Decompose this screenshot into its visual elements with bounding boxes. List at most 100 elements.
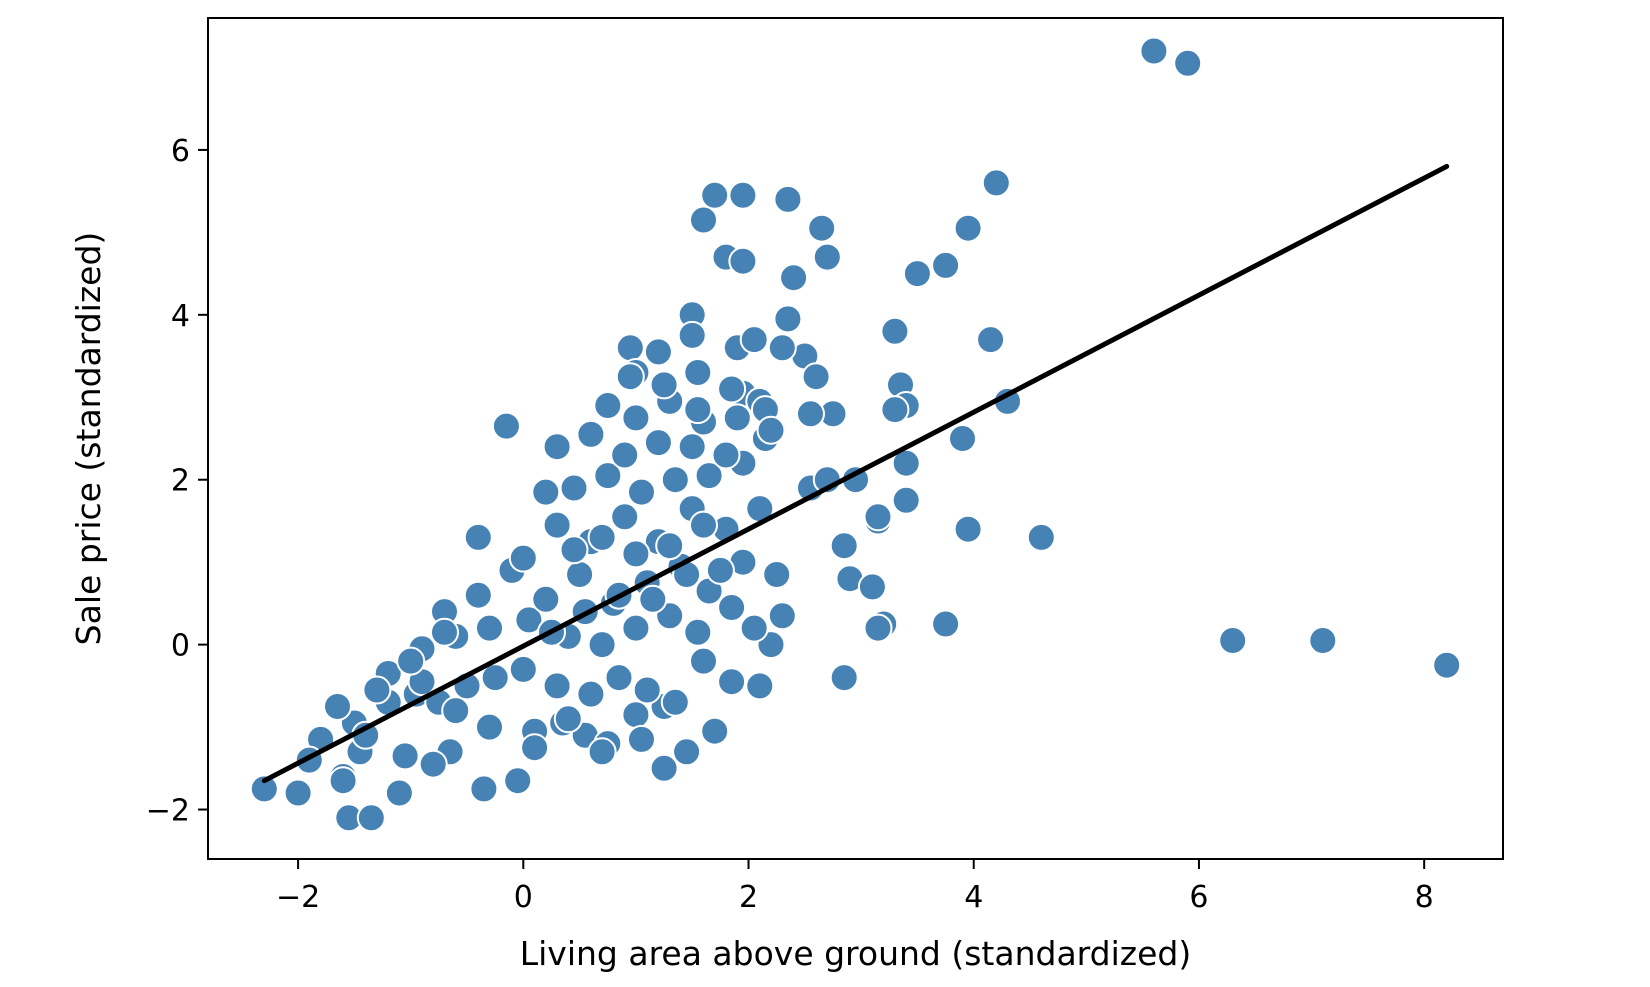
data-point (520, 733, 550, 763)
data-point (576, 679, 606, 709)
data-point (728, 180, 758, 210)
data-point (745, 671, 775, 701)
data-point (1173, 48, 1203, 78)
points-layer (249, 36, 1462, 833)
data-point (559, 473, 589, 503)
data-point (1432, 650, 1462, 680)
data-point (565, 560, 595, 589)
data-point (891, 485, 921, 515)
data-point (328, 766, 358, 796)
data-point (948, 424, 977, 453)
data-point (863, 613, 893, 643)
data-point (739, 613, 769, 643)
data-point (779, 263, 809, 293)
data-point (655, 531, 685, 561)
y-axis-label: Sale price (standardized) (69, 232, 108, 646)
data-point (621, 539, 651, 569)
data-point (542, 510, 572, 540)
data-point (683, 617, 713, 647)
x-tick-label: 6 (1189, 880, 1208, 915)
data-point (1026, 522, 1056, 552)
data-point (441, 696, 471, 726)
data-point (542, 432, 572, 462)
data-point (649, 753, 679, 783)
x-tick-label: −2 (276, 880, 320, 915)
data-point (1139, 36, 1169, 66)
data-point (683, 358, 713, 387)
data-point (621, 700, 651, 730)
data-point (767, 601, 797, 631)
data-point (717, 374, 747, 404)
data-point (728, 246, 758, 276)
data-point (323, 692, 352, 721)
data-point (531, 584, 561, 614)
data-point (475, 613, 504, 643)
data-point (773, 304, 803, 334)
data-point (643, 428, 673, 458)
data-point (508, 654, 538, 684)
data-point (677, 320, 707, 350)
data-point (756, 415, 786, 445)
data-point (953, 213, 983, 243)
data-point (542, 671, 572, 701)
data-point (829, 663, 859, 693)
data-point (1218, 626, 1248, 655)
x-axis-ticks: −2 0 2 4 6 8 (276, 859, 1434, 915)
data-point (503, 766, 533, 796)
data-point (587, 737, 617, 767)
data-point (627, 477, 656, 507)
data-point (801, 362, 831, 392)
data-point (863, 502, 893, 532)
data-point (976, 325, 1006, 355)
data-point (508, 543, 538, 573)
data-point (694, 461, 724, 491)
data-point (604, 663, 634, 693)
data-point (807, 213, 837, 243)
data-point (812, 242, 842, 272)
data-point (649, 370, 679, 400)
data-point (418, 749, 448, 779)
data-point (356, 803, 386, 833)
data-point (553, 704, 583, 734)
data-point (773, 184, 803, 214)
data-point (621, 613, 651, 643)
data-point (384, 778, 414, 808)
data-point (705, 555, 735, 585)
data-point (621, 403, 651, 433)
data-point (638, 584, 668, 614)
plot-frame (207, 17, 1504, 860)
data-point (689, 646, 718, 676)
data-point (593, 461, 623, 491)
y-axis-ticks: −2 0 2 4 6 (146, 134, 208, 829)
data-point (722, 403, 752, 433)
data-point (700, 716, 730, 746)
data-point (902, 259, 932, 289)
x-axis-label: Living area above ground (standardized) (520, 934, 1191, 973)
y-tick-label: 4 (171, 299, 190, 334)
data-point (627, 724, 656, 754)
data-point (475, 712, 504, 742)
data-point (857, 572, 887, 602)
data-point (717, 593, 747, 622)
data-point (739, 325, 769, 355)
data-point (829, 531, 859, 561)
data-point (362, 675, 392, 705)
data-point (610, 502, 640, 532)
data-point (931, 250, 961, 280)
y-tick-label: −2 (146, 794, 190, 829)
data-point (643, 337, 673, 367)
data-point (559, 535, 589, 565)
y-tick-label: 6 (171, 134, 190, 169)
data-point (491, 411, 521, 441)
data-point (981, 168, 1011, 198)
data-point (880, 395, 910, 425)
data-point (660, 465, 690, 495)
x-tick-label: 8 (1415, 880, 1434, 915)
data-point (1308, 626, 1338, 655)
data-point (615, 362, 645, 392)
data-point (796, 399, 825, 429)
data-point (689, 205, 718, 235)
data-point (390, 741, 420, 771)
data-point (767, 333, 797, 363)
